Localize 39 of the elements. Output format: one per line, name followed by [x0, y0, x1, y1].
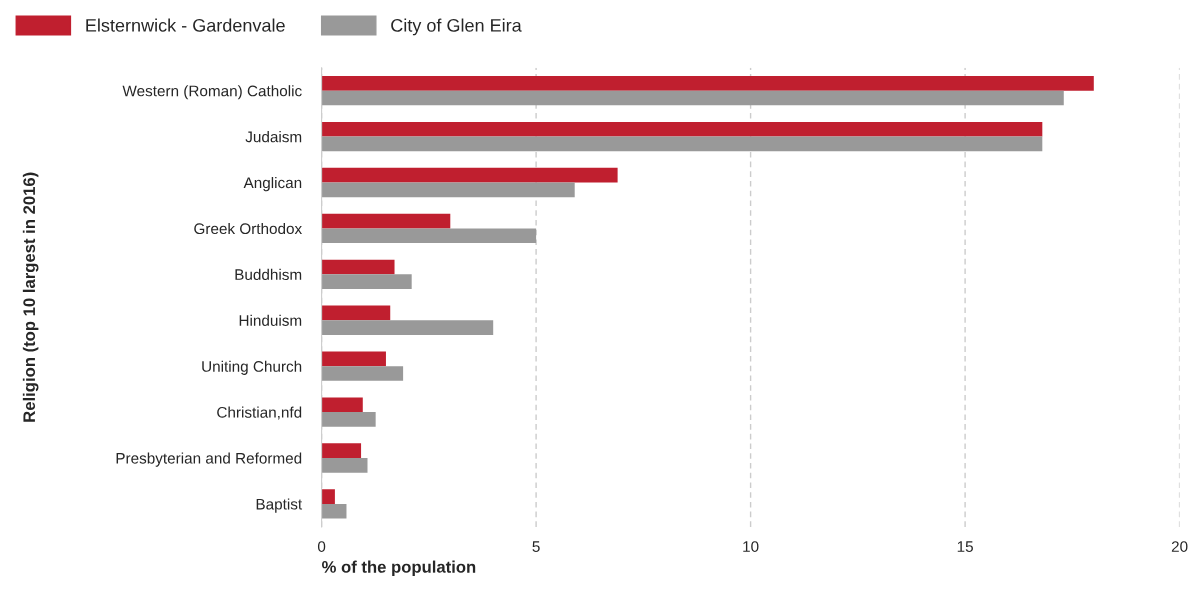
y-tick-label: Uniting Church — [202, 360, 302, 375]
bar — [321, 443, 362, 458]
y-tick-label: Anglican — [243, 176, 302, 192]
bar — [321, 213, 451, 229]
bar — [321, 366, 404, 381]
bar — [321, 90, 1064, 106]
bar — [321, 136, 1043, 152]
y-tick-label: Western (Roman) Catholic — [122, 85, 302, 100]
bar — [321, 412, 376, 427]
y-tick-label: Christian,nfd — [217, 406, 302, 420]
bar — [321, 305, 391, 321]
bar — [321, 458, 368, 473]
bar — [321, 259, 395, 275]
y-tick-label: Greek Orthodox — [194, 222, 302, 235]
bar — [321, 397, 363, 413]
y-tick-label: Presbyterian and Reformed — [116, 452, 302, 467]
legend-label: City of Glen Eira — [391, 18, 522, 36]
bar — [321, 503, 347, 519]
x-tick-label: 15 — [957, 541, 973, 552]
y-tick-label: Buddhism — [235, 268, 302, 281]
x-tick-label: 10 — [743, 541, 759, 552]
x-tick-label: 0 — [317, 541, 326, 552]
bar — [321, 228, 537, 244]
y-tick-label: Hinduism — [239, 314, 302, 326]
bar — [321, 274, 412, 290]
y-axis-title: Religion (top 10 largest in 2016) — [22, 172, 39, 422]
bar — [321, 182, 575, 198]
bar — [321, 351, 386, 367]
bar — [321, 489, 335, 504]
bar — [321, 75, 1094, 91]
x-tick-label: 5 — [532, 541, 540, 552]
bar — [321, 167, 618, 183]
x-tick-label: 20 — [1171, 541, 1188, 552]
x-axis-title: % of the population — [322, 560, 476, 577]
legend-label: Elsternwick - Gardenvale — [86, 18, 285, 32]
y-tick-label: Baptist — [256, 498, 303, 513]
bar — [321, 121, 1043, 137]
y-tick-label: Judaism — [245, 131, 302, 143]
bar — [321, 320, 494, 335]
